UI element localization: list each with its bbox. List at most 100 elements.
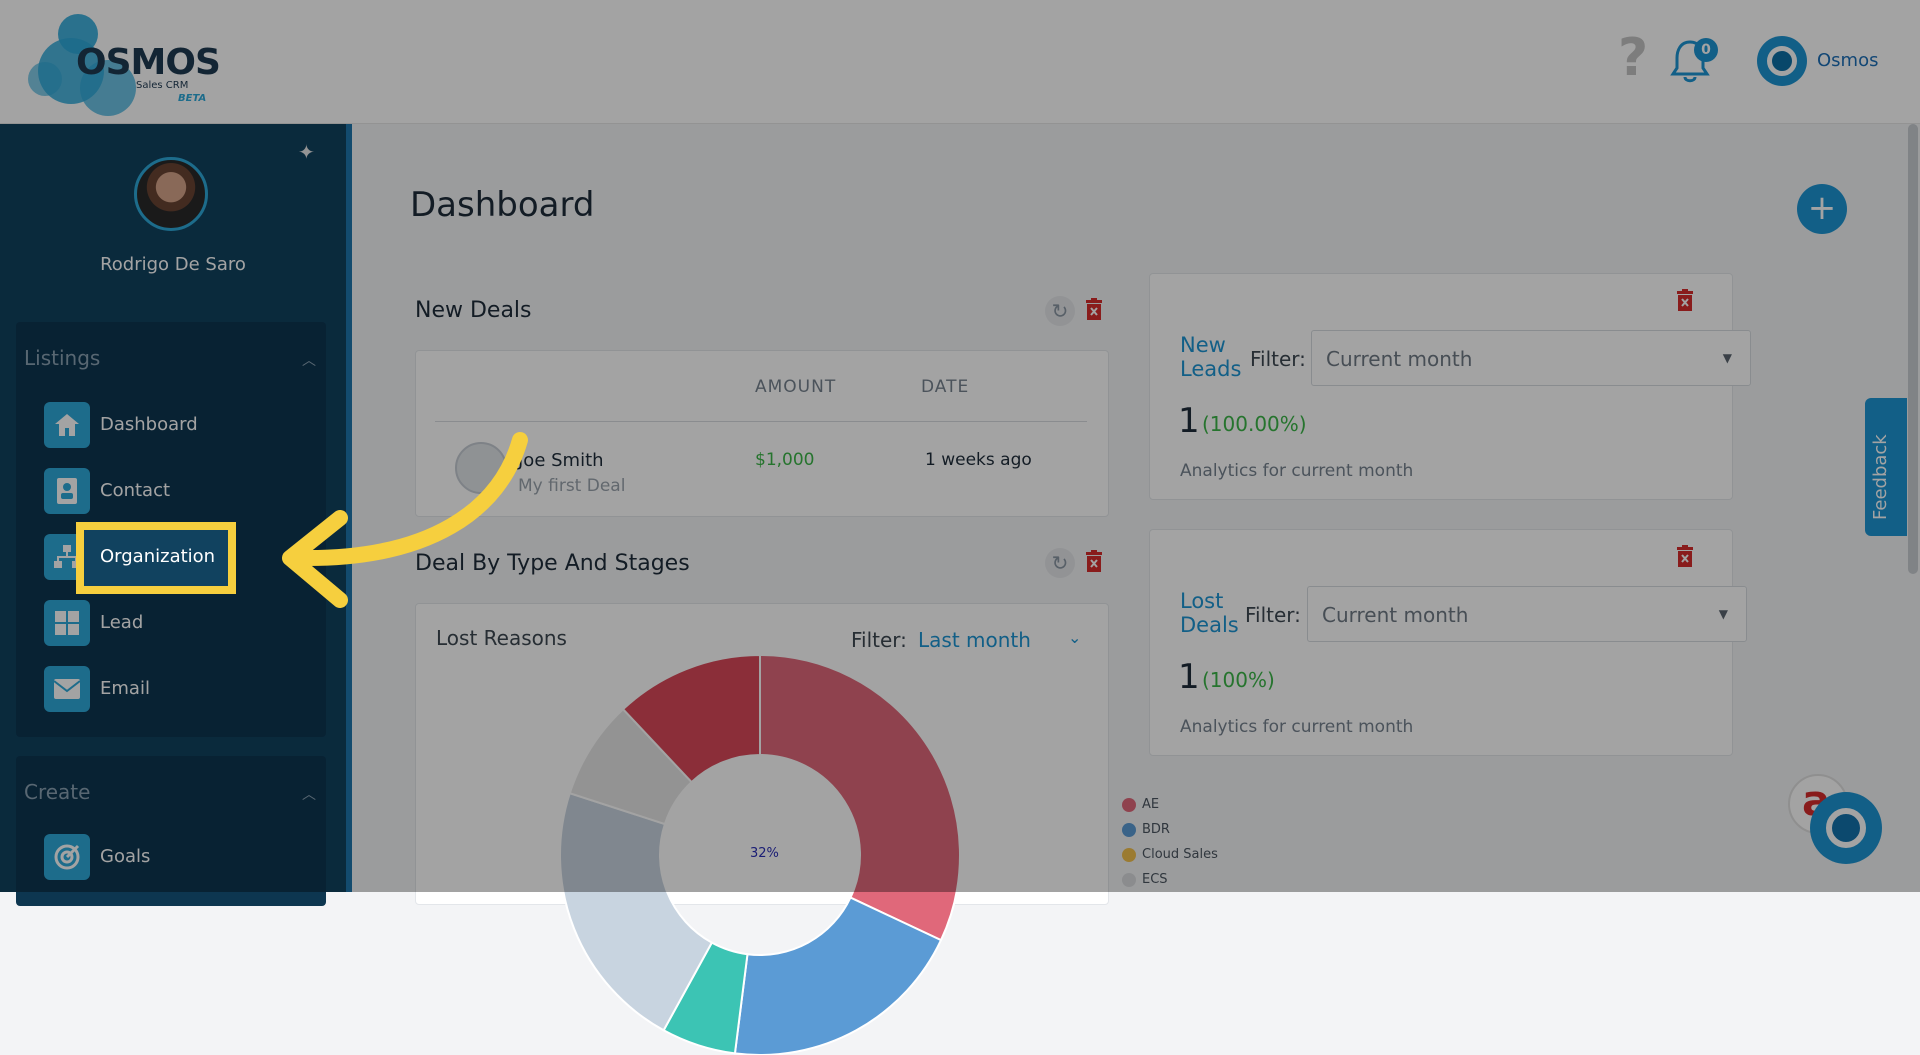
delete-icon[interactable] (1676, 545, 1694, 567)
sidebar-item-lead[interactable]: Lead (44, 600, 314, 646)
sidebar-item-label: Email (100, 678, 150, 699)
profile-name: Rodrigo De Saro (100, 254, 246, 275)
new-leads-title-line2: Leads (1180, 357, 1242, 381)
column-header-amount[interactable]: AMOUNT (755, 377, 837, 397)
grid-icon (44, 600, 90, 646)
refresh-icon[interactable]: ↻ (1045, 296, 1075, 326)
new-leads-note: Analytics for current month (1180, 461, 1414, 481)
deal-date: 1 weeks ago (925, 450, 1032, 470)
new-leads-filter-select[interactable]: Current month ▼ (1311, 330, 1751, 386)
tutorial-arrow-icon (282, 432, 528, 608)
lost-deals-title-line1: Lost (1180, 589, 1224, 613)
refresh-icon[interactable]: ↻ (1045, 548, 1075, 578)
highlighted-organization-item[interactable] (76, 522, 236, 594)
new-leads-count: 1 (1178, 401, 1200, 441)
contact-card-icon (44, 468, 90, 514)
select-value: Current month (1326, 347, 1473, 371)
notification-badge: 0 (1694, 38, 1718, 62)
logo-beta-badge: BETA (178, 93, 207, 104)
new-leads-filter-label: Filter: (1250, 347, 1306, 371)
osmos-chat-icon[interactable] (1810, 792, 1882, 864)
donut-center-label: 32% (750, 846, 779, 861)
donut-slice[interactable] (621, 655, 761, 784)
help-icon[interactable]: ? (1618, 28, 1649, 88)
lost-reasons-title: Lost Reasons (436, 626, 567, 650)
pin-icon[interactable]: ✦ (298, 140, 315, 164)
page-title: Dashboard (410, 185, 595, 225)
chevron-down-icon[interactable]: ⌄ (1068, 628, 1082, 647)
lost-reasons-filter-select[interactable]: Last month (918, 628, 1031, 652)
new-leads-percent: (100.00%) (1202, 412, 1307, 436)
new-leads-title-line1: New (1180, 333, 1226, 357)
deal-contact-name[interactable]: Joe Smith (518, 450, 604, 471)
sidebar-item-label: Contact (100, 480, 171, 501)
legend-dot (1122, 822, 1136, 837)
legend-dot (1122, 847, 1136, 862)
deal-by-type-title: Deal By Type And Stages (415, 551, 690, 576)
lost-deals-link[interactable]: Lost Deals (1180, 589, 1239, 637)
feedback-tab[interactable] (1865, 398, 1907, 536)
delete-icon[interactable] (1085, 550, 1103, 572)
donut-slice[interactable] (759, 655, 960, 942)
sidebar-item-email[interactable]: Email (44, 666, 314, 712)
profile-avatar[interactable] (134, 157, 208, 231)
sidebar-item-label: Goals (100, 846, 151, 867)
sidebar-item-contact[interactable]: Contact (44, 468, 314, 514)
sidebar-item-label[interactable]: Organization (100, 546, 216, 567)
chevron-up-icon[interactable]: ︿ (302, 353, 316, 369)
lost-deals-note: Analytics for current month (1180, 717, 1414, 737)
sidebar-item-dashboard[interactable]: Dashboard (44, 402, 314, 448)
column-header-date[interactable]: DATE (921, 377, 970, 397)
target-icon (44, 834, 90, 880)
chevron-up-icon[interactable]: ︿ (302, 787, 316, 803)
lost-deals-card (1149, 529, 1733, 756)
sidebar-item-label: Dashboard (100, 414, 198, 435)
user-menu-name[interactable]: Osmos (1817, 50, 1879, 71)
legend-dot (1122, 797, 1136, 812)
legend-item-ecs[interactable]: ECS (1122, 872, 1168, 887)
sidebar-resize-edge[interactable] (346, 124, 352, 892)
deal-amount: $1,000 (755, 450, 815, 470)
delete-icon[interactable] (1085, 298, 1103, 320)
add-widget-button[interactable]: + (1797, 184, 1847, 234)
logo-bubble (58, 14, 98, 54)
legend-label: ECS (1142, 872, 1168, 887)
lost-reasons-filter-label: Filter: (851, 628, 907, 652)
deal-title[interactable]: My first Deal (518, 476, 626, 496)
lost-deals-count: 1 (1178, 657, 1200, 697)
logo-bubble (28, 62, 62, 96)
legend-label: BDR (1142, 822, 1170, 837)
select-value: Current month (1322, 603, 1469, 627)
legend-dot (1122, 872, 1136, 887)
top-header: OSMOS Sales CRM BETA ? 0 Osmos (0, 0, 1920, 124)
table-divider (435, 421, 1087, 422)
create-section (16, 756, 326, 906)
home-icon (44, 402, 90, 448)
sidebar-item-goals[interactable]: Goals (44, 834, 314, 880)
user-avatar[interactable] (1757, 36, 1807, 86)
lost-deals-percent: (100%) (1202, 668, 1275, 692)
logo-subtitle: Sales CRM (136, 80, 189, 91)
delete-icon[interactable] (1676, 289, 1694, 311)
feedback-label: Feedback (1870, 434, 1891, 520)
new-leads-card (1149, 273, 1733, 500)
lost-deals-filter-label: Filter: (1245, 603, 1301, 627)
envelope-icon (44, 666, 90, 712)
new-leads-link[interactable]: New Leads (1180, 333, 1241, 381)
sidebar-item-label: Lead (100, 612, 144, 633)
new-deals-title: New Deals (415, 298, 532, 323)
legend-item-ae[interactable]: AE (1122, 797, 1159, 812)
legend-item-cloud-sales[interactable]: Cloud Sales (1122, 847, 1218, 862)
legend-label: AE (1142, 797, 1160, 812)
new-deals-table (415, 350, 1109, 517)
legend-item-bdr[interactable]: BDR (1122, 822, 1170, 837)
listings-section-title[interactable]: Listings (24, 346, 101, 370)
lost-deals-filter-select[interactable]: Current month ▼ (1307, 586, 1747, 642)
osmos-logo[interactable]: OSMOS Sales CRM BETA (28, 10, 228, 116)
lost-deals-title-line2: Deals (1180, 613, 1239, 637)
create-section-title[interactable]: Create (24, 780, 91, 804)
scrollbar[interactable] (1908, 124, 1918, 574)
caret-down-icon: ▼ (1722, 351, 1732, 365)
logo-bubble (80, 60, 136, 116)
logo-text: OSMOS (76, 42, 221, 83)
